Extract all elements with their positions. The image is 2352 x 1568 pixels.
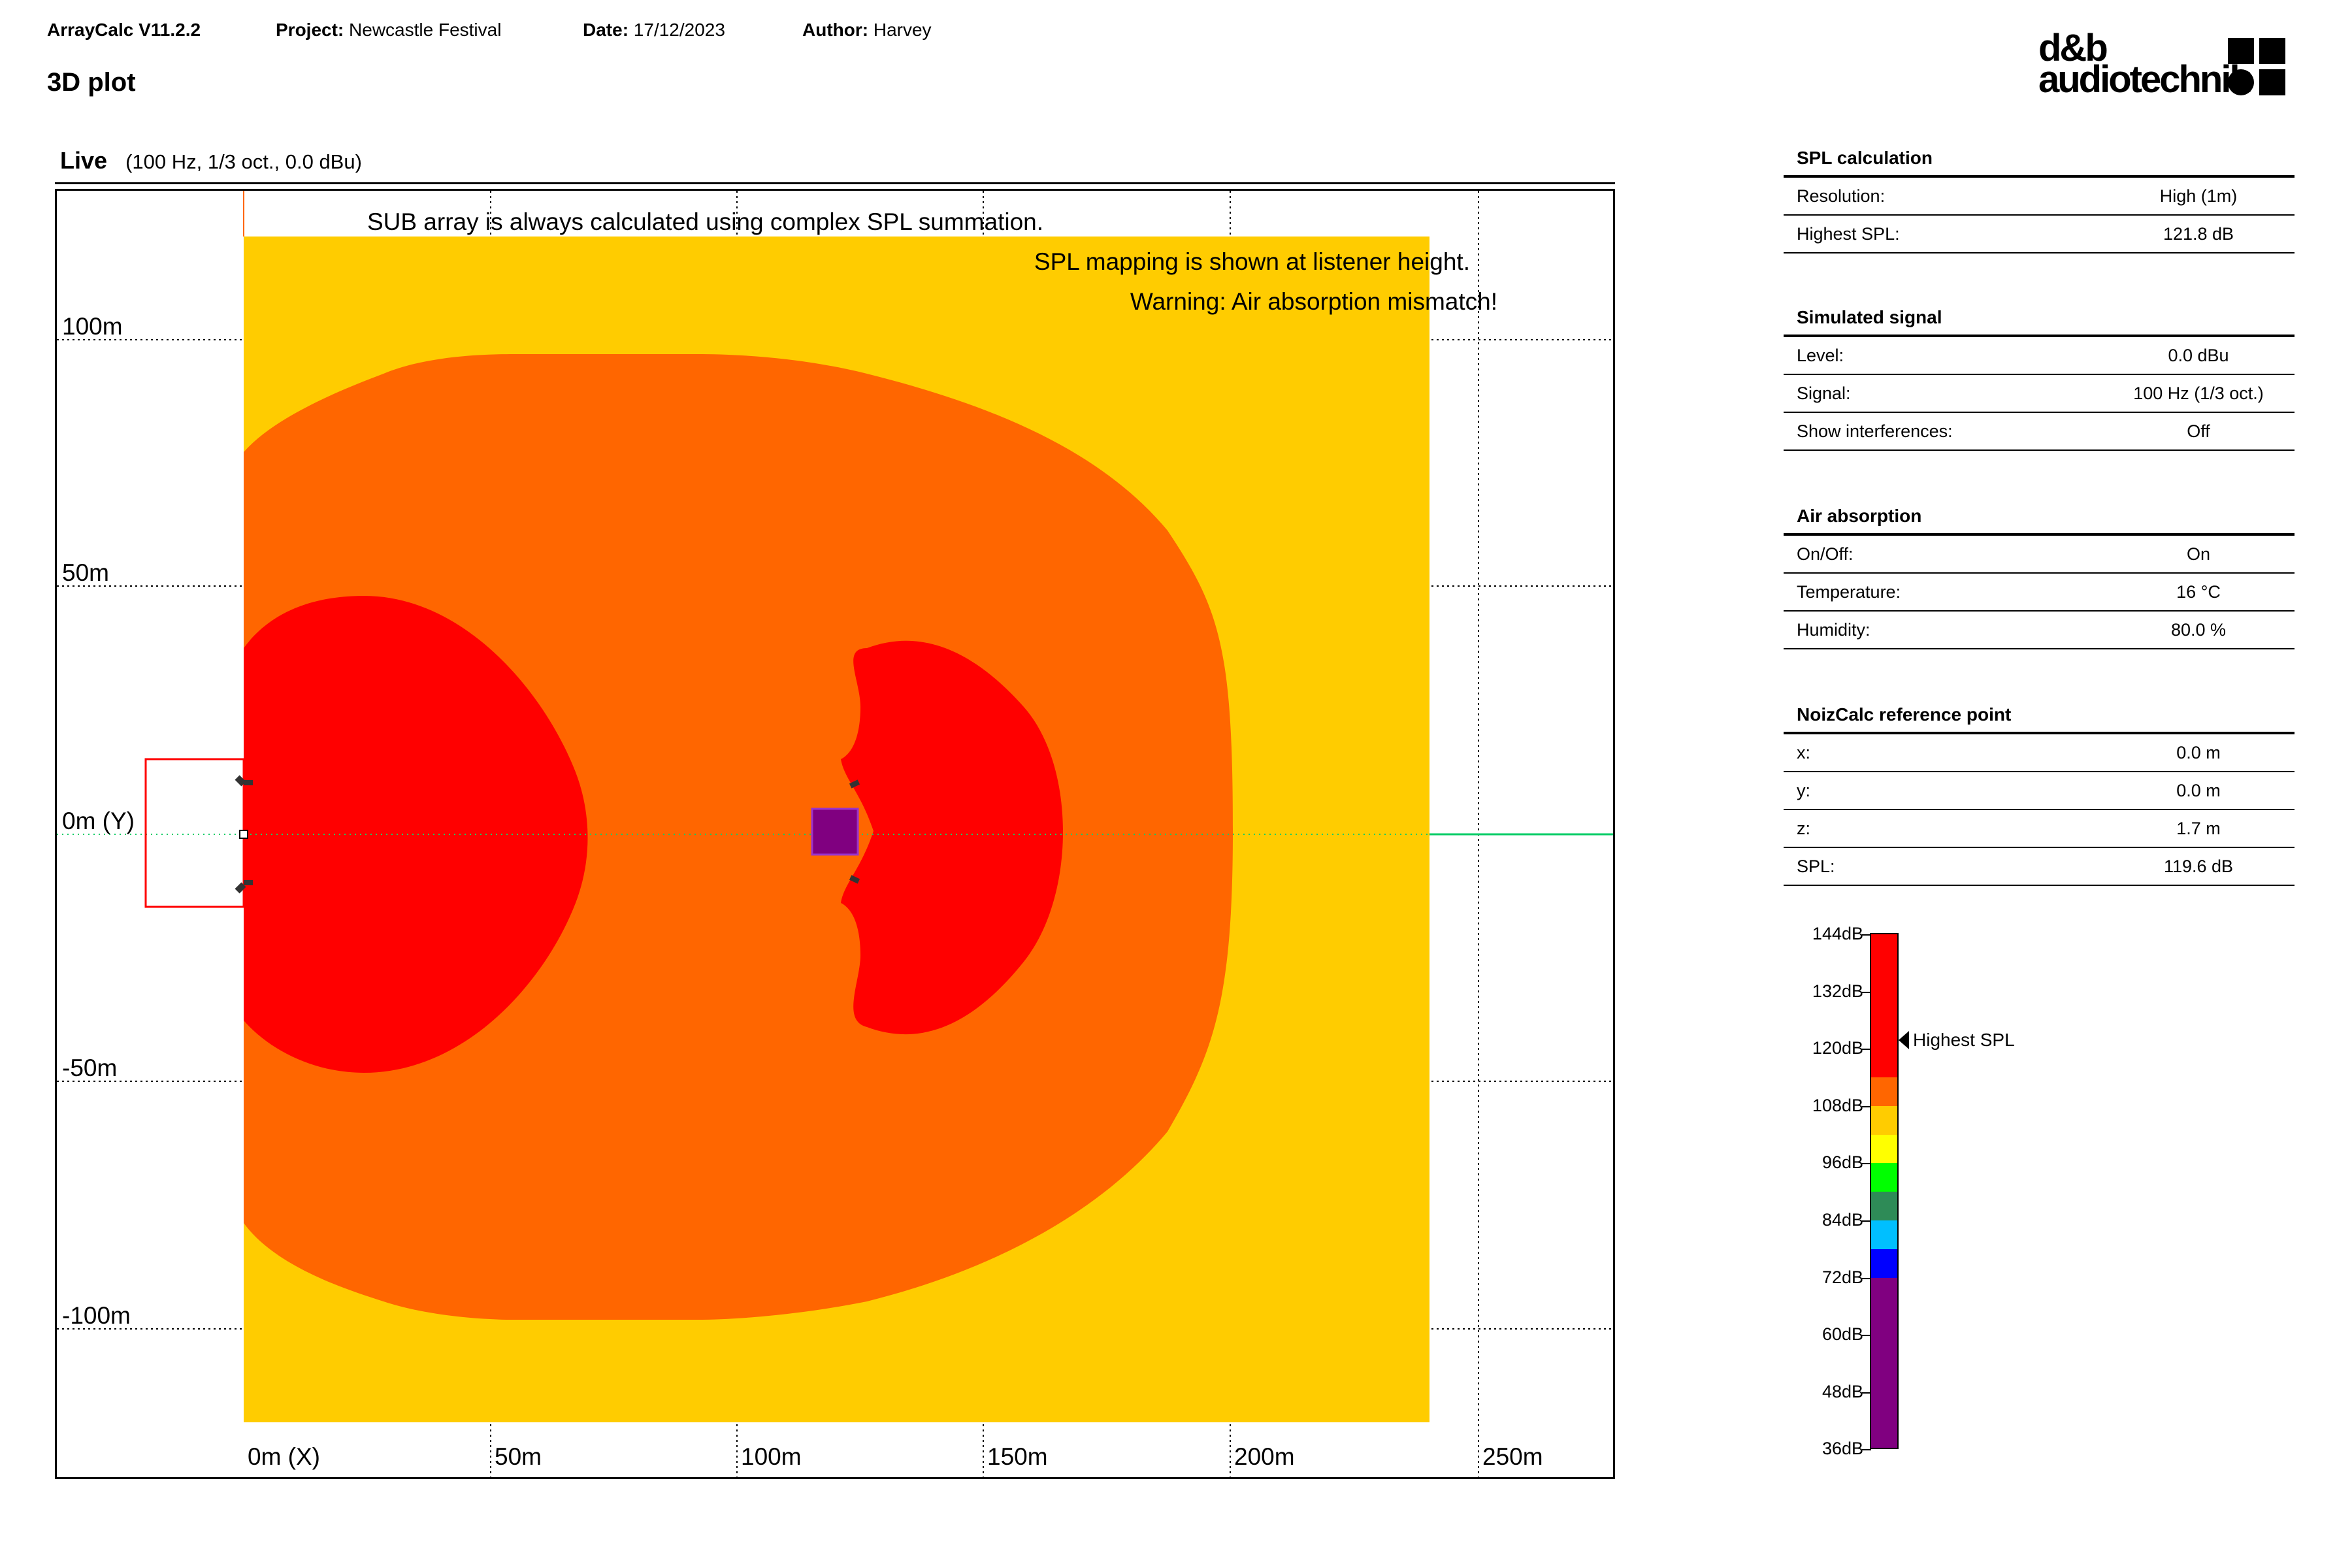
colorbar-segment (1870, 1077, 1899, 1106)
panel-spl-calculation: SPL calculation Resolution: High (1m) Hig… (1784, 148, 2295, 253)
panel-simulated-signal: Simulated signal Level: 0.0 dBu Signal: 10… (1784, 307, 2295, 451)
spl-zone-red-right (841, 640, 1063, 1035)
plot-note-1: SUB array is always calculated using com… (367, 208, 1043, 235)
plot-params: (100 Hz, 1/3 oct., 0.0 dBu) (125, 150, 362, 173)
panel-row: x: 0.0 m (1784, 734, 2295, 772)
colorbar-segment (1870, 1163, 1899, 1192)
sub-array-outline[interactable] (144, 758, 245, 908)
x-label: 50m (495, 1443, 542, 1470)
brand-logo: d&b audiotechnik (2038, 29, 2326, 102)
x-label: 150m (987, 1443, 1048, 1470)
colorbar-label: 108dB (1812, 1095, 1863, 1115)
colorbar-label: 132dB (1812, 981, 1863, 1001)
plot-note-2: SPL mapping is shown at listener height. (1034, 248, 1470, 275)
app-version: ArrayCalc V11.2.2 (47, 20, 201, 40)
colorbar-segment (1870, 1249, 1899, 1278)
x-label: 250m (1482, 1443, 1543, 1470)
section-title: NoizCalc reference point (1784, 704, 2295, 734)
panel-row: On/Off: On (1784, 536, 2295, 574)
author-info: Author: Harvey (802, 20, 932, 40)
y-label: 0m (Y) (62, 808, 135, 834)
colorbar-label: 144dB (1812, 924, 1863, 943)
spl-zone-red-left (244, 596, 588, 1073)
colorbar-tick (1862, 934, 1871, 936)
page-title: 3D plot (47, 68, 136, 97)
speaker-icons[interactable] (235, 775, 860, 894)
colorbar-label: 60dB (1821, 1324, 1863, 1345)
y-label: 100m (62, 313, 123, 340)
y-label: 50m (62, 559, 109, 586)
panel-row: Signal: 100 Hz (1/3 oct.) (1784, 375, 2295, 413)
highest-spl-label: Highest SPL (1913, 1030, 2015, 1050)
colorbar-label: 72dB (1821, 1267, 1863, 1287)
spl-map-svg: SUB array is always calculated using com… (57, 191, 1613, 1477)
colorbar-tick (1862, 991, 1871, 993)
colorbar-segment (1870, 1192, 1899, 1220)
panel-row: Humidity: 80.0 % (1784, 612, 2295, 649)
section-title: SPL calculation (1784, 148, 2295, 178)
panel-row: Resolution: High (1m) (1784, 178, 2295, 216)
colorbar-tick (1862, 1105, 1871, 1107)
colorbar-tick (1862, 1220, 1871, 1222)
plot-heading-rule (55, 182, 1615, 184)
colorbar-label: 84dB (1821, 1210, 1863, 1230)
y-axis-labels: 100m 50m 0m (Y) -50m -100m (62, 313, 135, 1329)
project-info: Project: Newcastle Festival (276, 20, 502, 40)
colorbar-segment (1870, 1277, 1899, 1450)
colorbar-tick (1862, 1335, 1871, 1337)
colorbar-tick (1862, 1392, 1871, 1394)
panel-row: y: 0.0 m (1784, 772, 2295, 810)
colorbar-tick (1862, 1449, 1871, 1451)
colorbar-tick (1862, 1163, 1871, 1165)
logo-mark-icon (2228, 38, 2285, 95)
colorbar-segment (1870, 1134, 1899, 1164)
colorbar-segment (1870, 1220, 1899, 1249)
x-label: 100m (741, 1443, 802, 1470)
x-label: 0m (X) (248, 1443, 320, 1470)
panel-row: Level: 0.0 dBu (1784, 337, 2295, 375)
section-title: Simulated signal (1784, 307, 2295, 337)
panel-row: z: 1.7 m (1784, 810, 2295, 848)
colorbar-tick (1862, 1277, 1871, 1279)
x-axis-labels: 0m (X) 50m 100m 150m 200m 250m (248, 1443, 1543, 1470)
colorbar-segment (1870, 1105, 1899, 1135)
spl-plot[interactable]: SUB array is always calculated using com… (55, 189, 1615, 1479)
colorbar-segment (1870, 934, 1899, 1077)
panel-air-absorption: Air absorption On/Off: On Temperature: 16 … (1784, 506, 2295, 649)
x-label: 200m (1234, 1443, 1295, 1470)
colorbar-tick (1862, 1049, 1871, 1051)
colorbar-label: 36dB (1821, 1439, 1863, 1459)
section-title: Air absorption (1784, 506, 2295, 536)
colorbar-label: 96dB (1821, 1152, 1863, 1173)
plot-mode: Live (60, 147, 108, 174)
plot-heading: Live (100 Hz, 1/3 oct., 0.0 dBu) (60, 147, 362, 174)
stage-marker[interactable] (811, 808, 859, 856)
panel-row: Temperature: 16 °C (1784, 574, 2295, 612)
highest-spl-arrow-icon (1899, 1031, 1909, 1049)
spl-zone-orange (244, 354, 1233, 1320)
colorbar-label: 48dB (1821, 1381, 1863, 1401)
date-info: Date: 17/12/2023 (583, 20, 725, 40)
panel-noizcalc-reference: NoizCalc reference point x: 0.0 m y: 0.0 m… (1784, 704, 2295, 886)
panel-row: Show interferences: Off (1784, 413, 2295, 451)
colorbar-label: 120dB (1812, 1038, 1863, 1058)
panel-row: Highest SPL: 121.8 dB (1784, 216, 2295, 253)
colorbar-border (1870, 933, 1899, 1449)
plot-note-3: Warning: Air absorption mismatch! (1130, 288, 1497, 315)
panel-row: SPL: 119.6 dB (1784, 848, 2295, 886)
y-label: -50m (62, 1054, 117, 1081)
y-label: -100m (62, 1302, 131, 1329)
